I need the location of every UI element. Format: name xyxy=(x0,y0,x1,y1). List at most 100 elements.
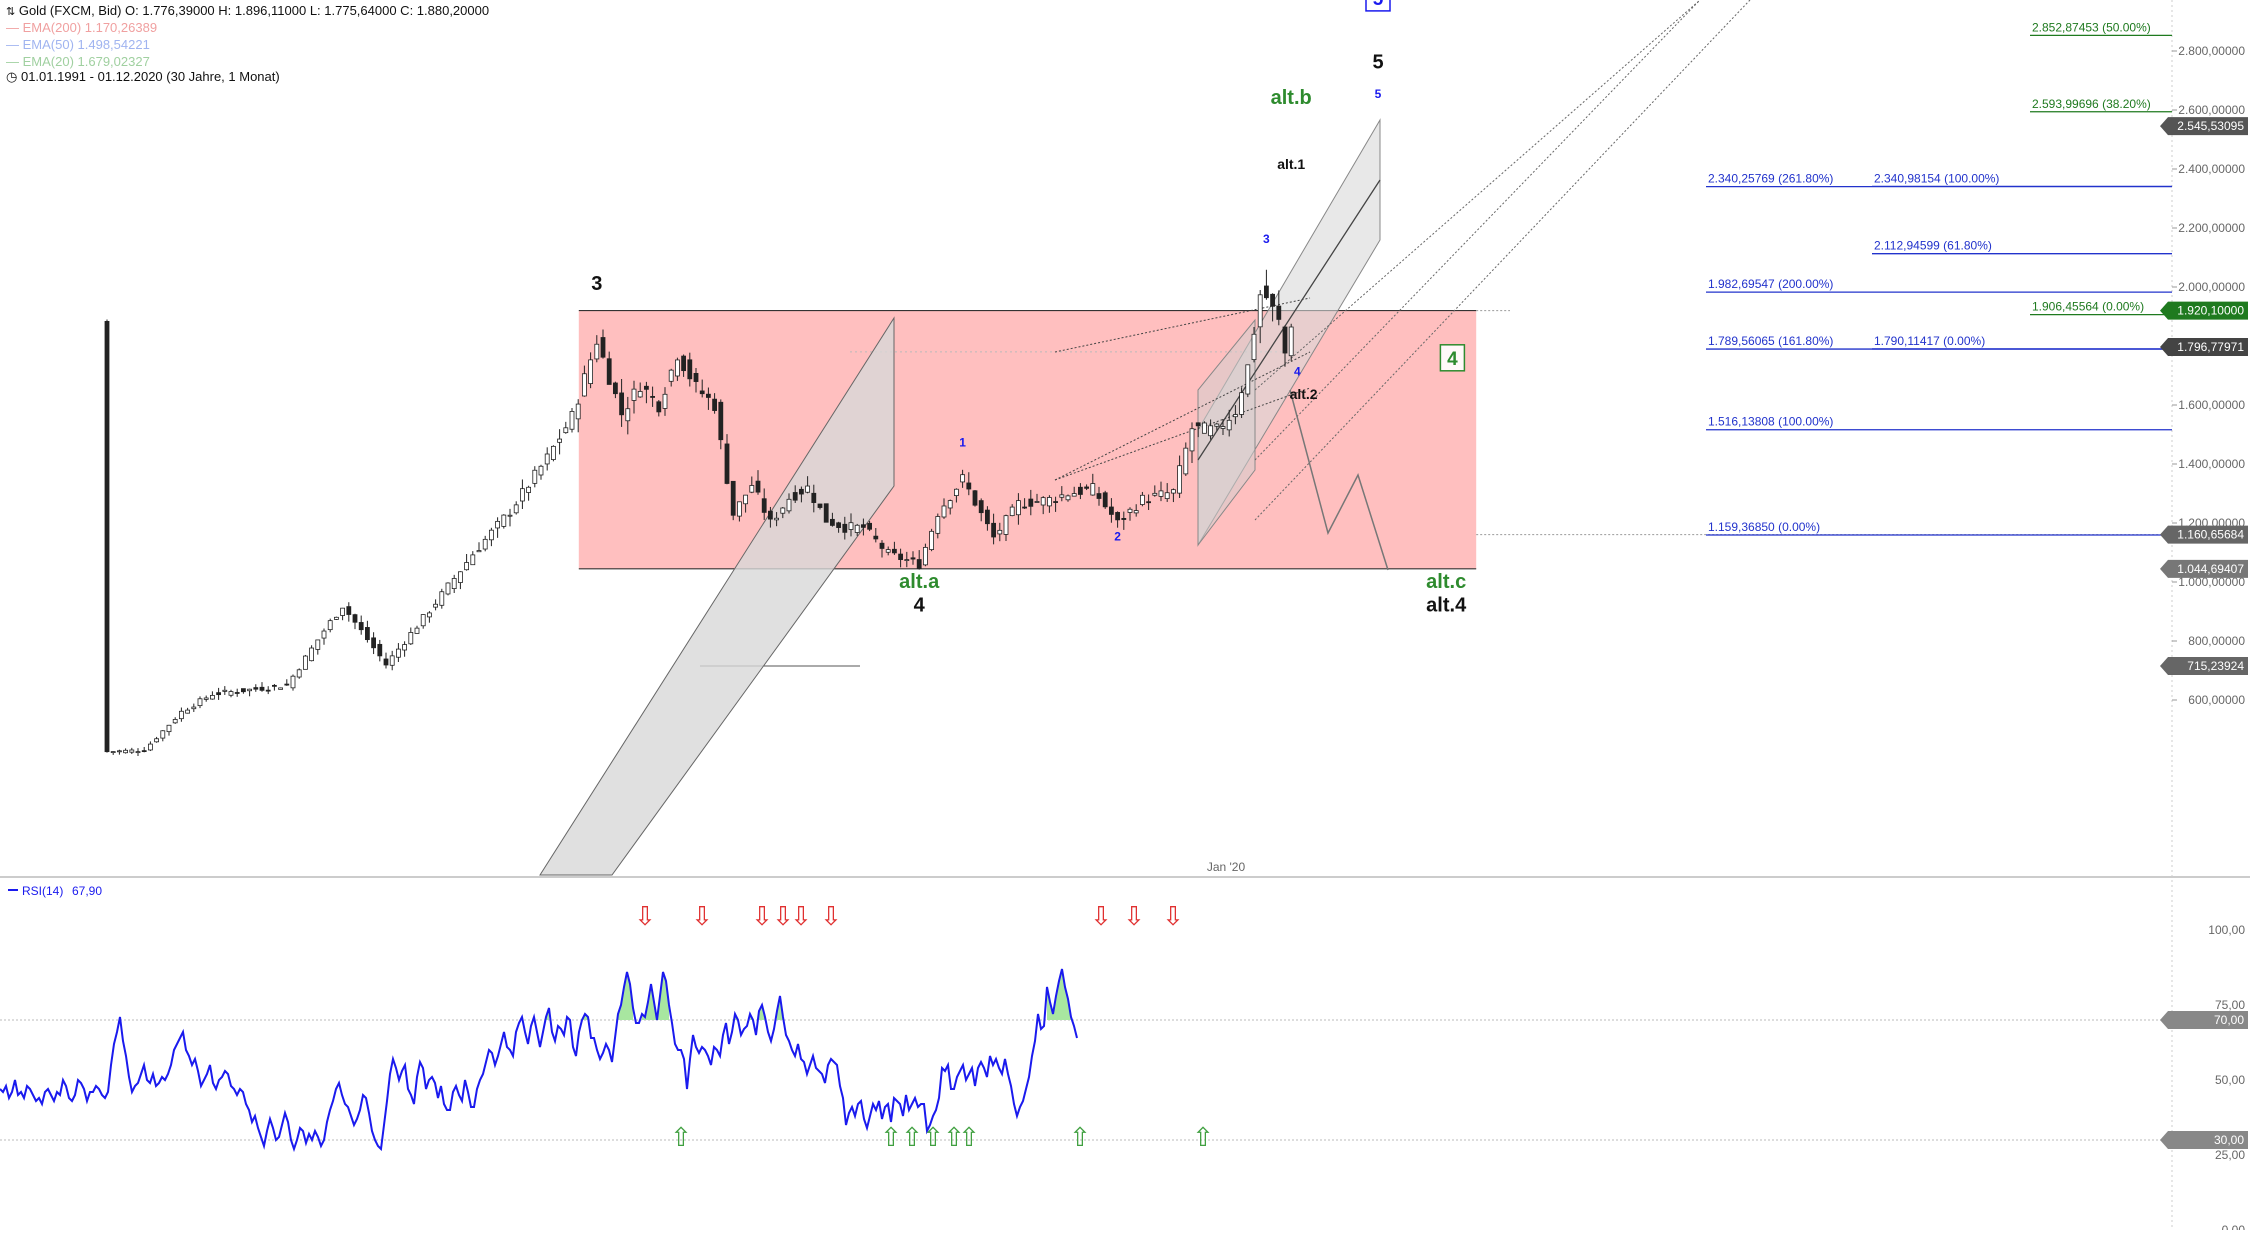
candle-body xyxy=(582,373,587,397)
candle-body xyxy=(129,749,135,753)
candle-body xyxy=(346,606,352,615)
candle-body xyxy=(408,632,414,645)
candle-body xyxy=(557,438,562,443)
wave-label: alt.a xyxy=(899,571,940,593)
price-label-bg xyxy=(2160,525,2248,544)
candle-body xyxy=(985,509,990,525)
ema20-legend[interactable]: — EMA(20) 1.679,02327 xyxy=(6,54,150,69)
candle-body xyxy=(1133,510,1139,514)
candle-body xyxy=(321,630,327,639)
candle-body xyxy=(1009,506,1015,517)
fib-green-label: 2.593,99696 (38.20%) xyxy=(2032,97,2151,111)
candle-body xyxy=(141,750,147,753)
candle-body xyxy=(960,474,965,483)
ema200-legend[interactable]: — EMA(200) 1.170,26389 xyxy=(6,20,157,35)
price-label-bg xyxy=(2160,657,2248,676)
candle-body xyxy=(402,644,408,651)
candle-body xyxy=(569,411,575,430)
candle-body xyxy=(904,559,910,561)
candle-body xyxy=(526,486,531,493)
wave-label: 4 xyxy=(914,595,926,617)
wave-label: 1 xyxy=(959,435,966,449)
candle-body xyxy=(724,443,730,484)
candle-body xyxy=(395,648,401,658)
candle-body xyxy=(364,627,370,641)
rsi-sell-arrow: ⇩ xyxy=(1090,901,1112,931)
price-label-text: 1.160,65684 xyxy=(2177,528,2244,542)
candle-body xyxy=(780,507,786,514)
rsi-buy-arrow: ⇧ xyxy=(1192,1122,1214,1152)
rsi-buy-arrow: ⇧ xyxy=(958,1122,980,1152)
candle-body xyxy=(501,514,507,527)
candle-body xyxy=(755,480,761,493)
candle-body xyxy=(563,427,569,434)
candle-body xyxy=(718,401,724,441)
rsi-level-text: 70,00 xyxy=(2214,1013,2244,1027)
ema50-text: EMA(50) 1.498,54221 xyxy=(22,37,150,52)
candle-body xyxy=(730,480,736,516)
wave-dotted-mid xyxy=(1054,351,1311,481)
candle-body xyxy=(885,549,891,553)
candle-body xyxy=(104,320,110,753)
candle-body xyxy=(1202,422,1207,434)
candle-body xyxy=(1078,486,1083,495)
candle-body xyxy=(1282,326,1288,354)
candle-body xyxy=(997,529,1003,535)
candle-body xyxy=(774,517,779,521)
price-label-text: 1.044,69407 xyxy=(2177,562,2244,576)
wave-box xyxy=(1439,344,1466,372)
candle-body xyxy=(842,523,848,533)
date-range[interactable]: ◷ 01.01.1991 - 01.12.2020 (30 Jahre, 1 M… xyxy=(6,69,280,85)
candle-body xyxy=(854,524,860,533)
candle-body xyxy=(154,738,160,743)
candle-body xyxy=(619,392,624,416)
candle-body xyxy=(823,503,829,523)
candle-body xyxy=(1195,422,1201,427)
price-label-bg xyxy=(2160,337,2248,356)
rsi-level-bg xyxy=(2160,1131,2248,1149)
fib-green-label: 1.906,45564 (0.00%) xyxy=(2032,300,2144,314)
candle-body xyxy=(1276,305,1282,320)
candle-body xyxy=(451,578,457,589)
candle-body xyxy=(309,647,315,662)
candle-body xyxy=(1115,512,1120,521)
candle-body xyxy=(1239,392,1244,415)
rsi-value: 67,90 xyxy=(72,884,102,898)
candle-body xyxy=(414,627,420,634)
candle-body xyxy=(1288,326,1294,357)
candle-body xyxy=(271,684,277,687)
fib-blue-label: 1.982,69547 (200.00%) xyxy=(1708,277,1833,291)
rsi-level-text: 30,00 xyxy=(2214,1133,2244,1147)
rsi-sell-arrow: ⇩ xyxy=(820,901,842,931)
candle-body xyxy=(1022,506,1027,509)
candle-body xyxy=(433,603,439,608)
candle-body xyxy=(631,388,637,401)
candle-body xyxy=(681,355,686,372)
price-tick-label: 1.000,00000 xyxy=(2178,575,2245,589)
wave-label: alt.b xyxy=(1271,87,1312,109)
ema50-legend[interactable]: — EMA(50) 1.498,54221 xyxy=(6,37,150,52)
price-label-bg xyxy=(2160,117,2248,136)
rsi-sell-arrow: ⇩ xyxy=(751,901,773,931)
rsi-tick-label: 25,00 xyxy=(2215,1148,2245,1162)
candle-body xyxy=(879,542,885,549)
price-label-text: 2.545,53095 xyxy=(2177,119,2244,133)
candle-body xyxy=(228,691,234,696)
rsi-sell-arrow: ⇩ xyxy=(1162,901,1184,931)
ema50-swatch: — xyxy=(6,37,19,52)
fib-blue-2-label: 1.790,11417 (0.00%) xyxy=(1874,334,1985,348)
candle-body xyxy=(1084,486,1089,489)
candle-body xyxy=(532,469,538,484)
candle-body xyxy=(929,530,934,550)
candle-body xyxy=(110,751,116,753)
candle-body xyxy=(420,614,426,627)
wave-label: 5 xyxy=(1372,52,1383,74)
rsi-label: RSI(14) xyxy=(22,884,63,898)
boxed-wave-label: 4 xyxy=(1439,344,1466,372)
projection-dotted-2 xyxy=(1254,0,1701,461)
wave-label: 3 xyxy=(1263,232,1270,246)
candle-body xyxy=(910,557,916,560)
wave-label: alt.2 xyxy=(1290,386,1318,402)
